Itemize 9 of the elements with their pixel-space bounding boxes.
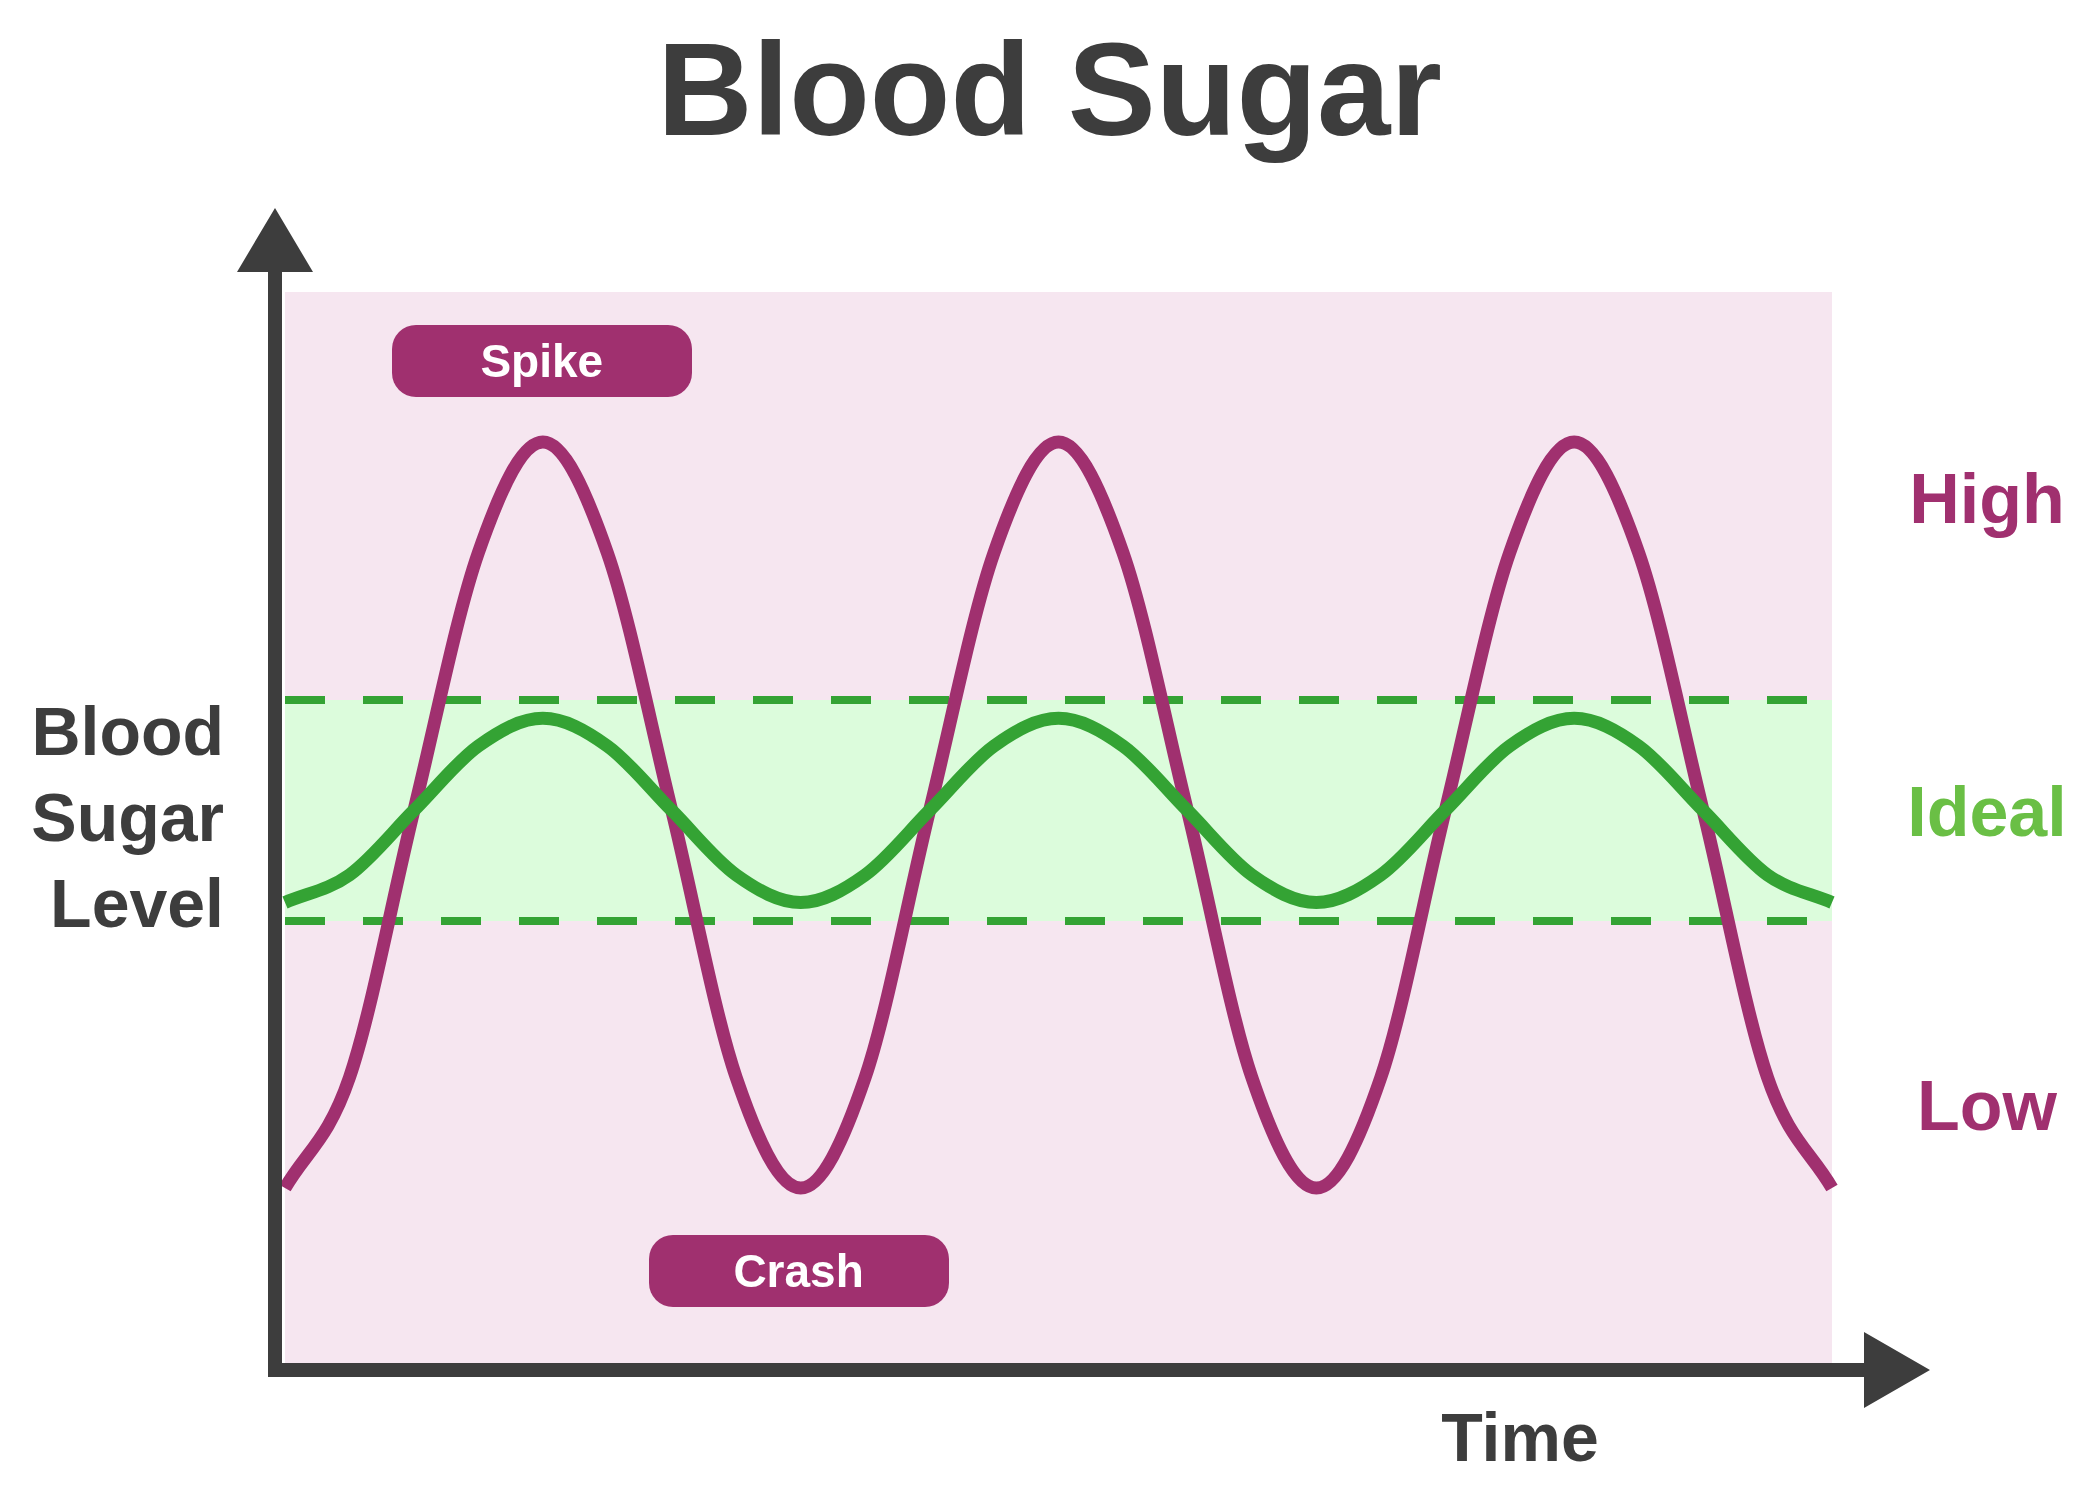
badge: Crash bbox=[648, 1234, 949, 1307]
text: Low bbox=[1916, 1066, 2058, 1147]
badge: Spike bbox=[391, 324, 692, 397]
annotation: Crash bbox=[733, 1244, 864, 1297]
x-axis-title: Time bbox=[1440, 1398, 1600, 1476]
y-axis-title: Blood Sugar Level bbox=[30, 692, 224, 943]
text: Ideal bbox=[1906, 771, 2068, 852]
chart-title: Blood Sugar bbox=[656, 15, 1443, 165]
text: High bbox=[1908, 458, 2066, 539]
